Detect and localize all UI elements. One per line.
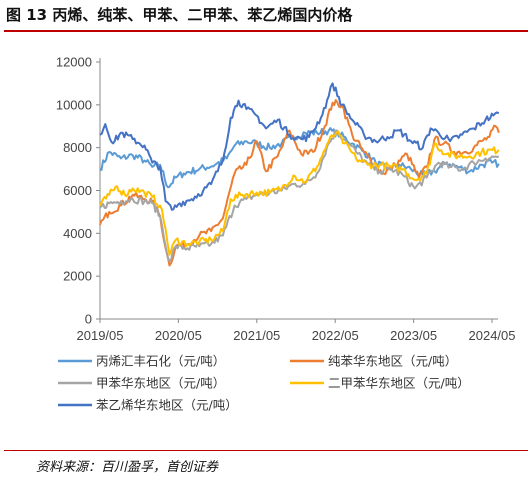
series-line-5 <box>99 82 500 211</box>
legend-label-5: 苯乙烯华东地区（元/吨） <box>96 398 238 413</box>
price-line-chart: 0 2000 4000 6000 8000 10000 12000 2019/05 2020/0… <box>56 55 516 413</box>
x-tick-label: 2022/05 <box>312 328 359 343</box>
x-tick-label: 2021/05 <box>233 328 280 343</box>
x-tick-label: 2024/05 <box>469 328 516 343</box>
y-tick-label: 4000 <box>63 226 92 241</box>
legend-label-2: 纯苯华东地区（元/吨） <box>328 354 457 369</box>
x-tick-label: 2023/05 <box>390 328 437 343</box>
y-tick-label: 10000 <box>56 97 92 112</box>
series-line-3 <box>99 129 500 263</box>
y-tick-label: 2000 <box>63 269 92 284</box>
y-tick-label: 0 <box>85 312 92 327</box>
footer-rule <box>4 450 528 451</box>
source-note: 资料来源：百川盈孚，首创证券 <box>36 460 219 475</box>
y-tick-label: 8000 <box>63 140 92 155</box>
series-line-1 <box>99 127 500 189</box>
x-tick-label: 2019/05 <box>77 328 124 343</box>
legend-label-3: 甲苯华东地区（元/吨） <box>96 376 225 391</box>
chart-title: 图 13 丙烯、纯苯、甲苯、二甲苯、苯乙烯国内价格 <box>6 6 353 24</box>
x-tick-label: 2020/05 <box>155 328 202 343</box>
title-rule <box>4 30 528 32</box>
legend-label-1: 丙烯汇丰石化（元/吨） <box>96 354 225 369</box>
series-line-2 <box>99 99 500 267</box>
series-line-4 <box>99 130 500 256</box>
y-tick-label: 6000 <box>63 183 92 198</box>
legend-label-4: 二甲苯华东地区（元/吨） <box>328 376 470 391</box>
y-tick-label: 12000 <box>56 55 92 70</box>
